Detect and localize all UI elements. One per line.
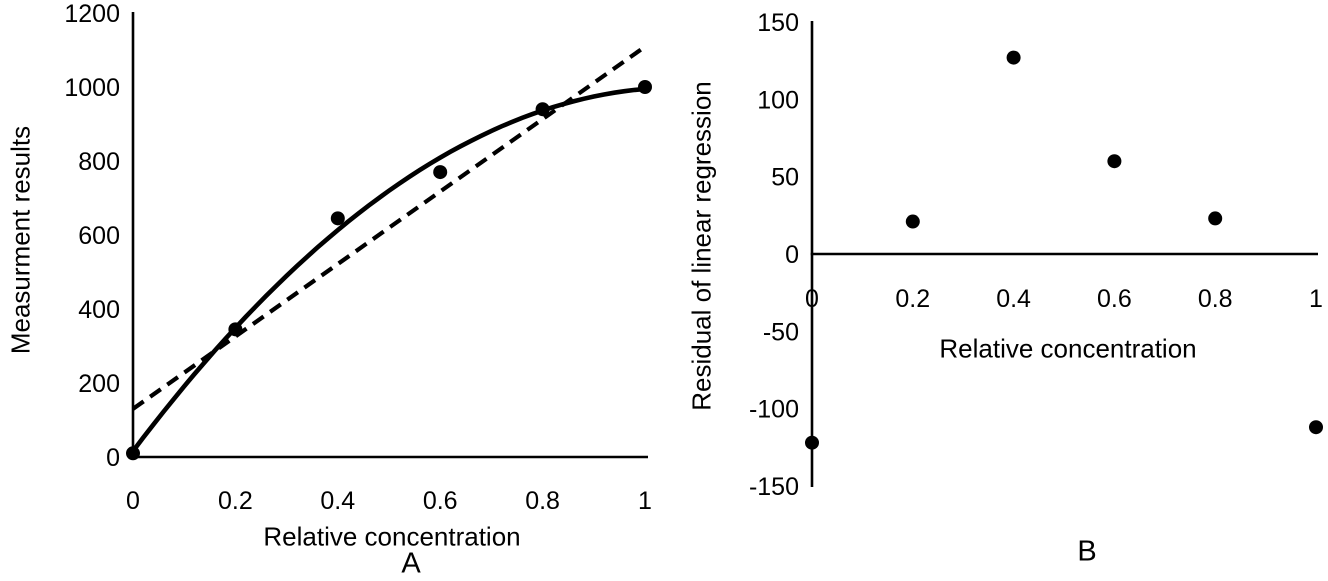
panel-b-y-axis-title: Residual of linear regression: [686, 81, 717, 411]
panel-a-polynomial-fit-curve: [130, 86, 648, 454]
panel-b-data-point-3: [1107, 154, 1122, 169]
panel-b-ytick-label-50: 50: [771, 164, 799, 192]
panel-a-data-point-4: [535, 102, 550, 117]
panel-b-data-point-2: [1006, 50, 1021, 65]
panel-a-x-axis-title: Relative concentration: [263, 521, 521, 552]
panel-b-ytick-label--150: -150: [749, 473, 799, 501]
panel-a-ytick-label-200: 200: [78, 370, 120, 398]
panel-a-ytick-label-600: 600: [78, 222, 120, 250]
panel-b-ytick-label-150: 150: [757, 9, 799, 37]
panel-a-y-axis-title: Measurment results: [5, 125, 36, 355]
panel-a-data-point-3: [433, 165, 448, 180]
panel-b-ytick-label-0: 0: [785, 241, 799, 269]
panel-a-data-point-2: [330, 211, 345, 226]
panel-b-xtick-label-0.2: 0.2: [895, 285, 930, 313]
panel-a-linear-fit-line: [131, 44, 647, 411]
panel-a-xtick-label-0.6: 0.6: [423, 487, 458, 515]
panel-b-xtick-label-0.8: 0.8: [1198, 285, 1233, 313]
panel-b-ytick-label-100: 100: [757, 86, 799, 114]
panel-b-data-point-4: [1208, 211, 1223, 226]
panel-a-ytick-label-400: 400: [78, 296, 120, 324]
panel-a-data-point-1: [228, 322, 243, 337]
panel-a-xtick-label-0.8: 0.8: [525, 487, 560, 515]
panel-a-label: A: [401, 547, 421, 580]
panel-b-xtick-label-0.6: 0.6: [1097, 285, 1132, 313]
panel-b-data-point-5: [1309, 420, 1323, 435]
panel-a-ytick-label-1000: 1000: [64, 74, 120, 102]
panel-b-xtick-label-1: 1: [1309, 285, 1323, 313]
panel-a-xtick-label-0.4: 0.4: [320, 487, 355, 515]
panel-a-ytick-label-1200: 1200: [64, 0, 120, 28]
panel-a-data-point-5: [638, 80, 652, 94]
panel-a-xtick-label-0: 0: [126, 487, 140, 515]
panel-a-ytick-label-800: 800: [78, 148, 120, 176]
panel-b-xtick-label-0.4: 0.4: [996, 285, 1031, 313]
panel-a-ytick-label-0: 0: [106, 444, 120, 472]
panel-a-xtick-label-0.2: 0.2: [218, 487, 253, 515]
panel-b-xtick-label-0: 0: [805, 285, 819, 313]
panel-b-ytick-label--100: -100: [749, 396, 799, 424]
panel-b-ytick-label--50: -50: [763, 318, 799, 346]
panel-b-data-point-1: [905, 214, 920, 229]
panel-a-data-point-0: [126, 446, 140, 461]
panel-b-data-point-0: [805, 435, 819, 450]
panel-a-xtick-label-1: 1: [638, 487, 652, 515]
panel-b-x-axis-title: Relative concentration: [939, 333, 1197, 364]
panel-b-label: B: [1077, 535, 1097, 568]
